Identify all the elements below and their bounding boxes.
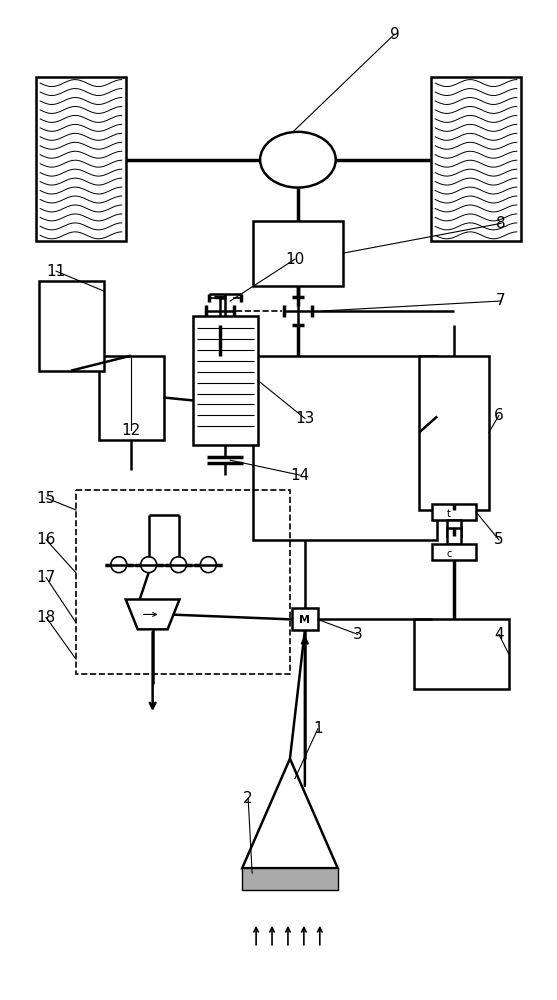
Polygon shape [242, 759, 338, 868]
Bar [292, 608, 318, 630]
Polygon shape [126, 600, 179, 629]
Text: 2: 2 [243, 791, 253, 806]
Ellipse shape [170, 557, 187, 573]
Ellipse shape [141, 557, 157, 573]
Text: 4: 4 [494, 627, 504, 642]
Bar [76, 490, 290, 674]
Ellipse shape [201, 557, 216, 573]
Bar [447, 528, 461, 544]
Ellipse shape [260, 132, 336, 188]
Text: 14: 14 [290, 468, 310, 483]
Bar [447, 520, 461, 536]
Text: 10: 10 [285, 252, 305, 267]
Bar [419, 356, 489, 510]
Text: 17: 17 [37, 570, 56, 585]
Text: 9: 9 [389, 27, 399, 42]
Text: 11: 11 [46, 264, 66, 279]
Text: c: c [447, 549, 452, 559]
Bar [431, 77, 521, 241]
Text: 8: 8 [496, 216, 506, 231]
Text: 15: 15 [37, 491, 56, 506]
Text: 12: 12 [121, 423, 140, 438]
Text: 6: 6 [494, 408, 504, 423]
Bar [432, 504, 476, 520]
Text: 5: 5 [494, 532, 504, 547]
Bar [193, 316, 258, 445]
Bar [39, 281, 104, 371]
Bar [36, 77, 126, 241]
Text: 3: 3 [353, 627, 363, 642]
Bar [414, 619, 509, 689]
Bar [242, 868, 338, 890]
Text: t: t [447, 509, 451, 519]
Ellipse shape [111, 557, 127, 573]
Text: 7: 7 [496, 293, 506, 308]
Text: 1: 1 [313, 721, 323, 736]
Bar [99, 356, 164, 440]
Text: M: M [299, 615, 310, 625]
Bar [432, 544, 476, 560]
Bar [253, 221, 343, 286]
Bar [253, 356, 437, 540]
Text: 16: 16 [36, 532, 56, 547]
Text: 18: 18 [37, 610, 56, 625]
Text: 13: 13 [295, 411, 315, 426]
